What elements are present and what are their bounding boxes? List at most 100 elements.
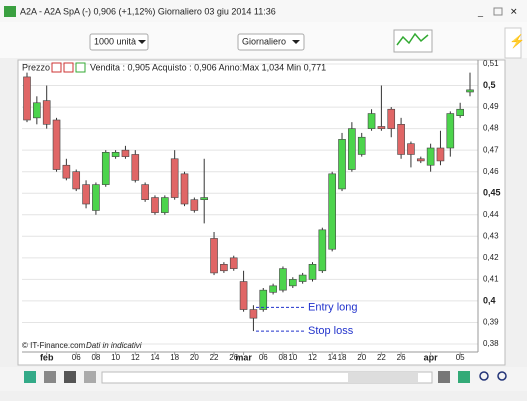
chart-header: Vendita : 0,905 Acquisto : 0,906 Anno:Ma… — [90, 62, 326, 72]
candle-body — [170, 158, 179, 198]
scroll-thumb[interactable] — [348, 373, 418, 382]
x-tick-label: 26 — [397, 353, 406, 362]
x-tick-label: 12 — [308, 353, 317, 362]
nav-icon[interactable] — [84, 371, 96, 383]
candle-body — [200, 197, 208, 200]
nav-icon[interactable] — [64, 371, 76, 383]
x-tick-label: 26 — [229, 353, 238, 362]
y-tick-label: 0,48 — [483, 124, 499, 133]
candle-body — [62, 164, 71, 179]
candle-body — [318, 229, 327, 272]
candle-body — [101, 152, 110, 185]
candle-body — [338, 139, 346, 190]
x-tick-label: 18 — [338, 353, 347, 362]
candle-body — [377, 126, 386, 129]
y-tick-label: 0,45 — [483, 188, 501, 198]
candle-body — [72, 171, 81, 190]
candle-body — [367, 113, 376, 129]
x-tick-label: 08 — [279, 353, 288, 362]
candle-body — [387, 108, 396, 129]
nav-icon[interactable] — [44, 371, 56, 383]
x-tick-label: 12 — [131, 353, 140, 362]
x-tick-label: 18 — [170, 353, 179, 362]
annotation-label: Entry long — [308, 301, 358, 313]
zoom-out[interactable] — [479, 371, 489, 381]
candle-body — [259, 289, 268, 310]
window-title: A2A - A2A SpA (-) 0,906 (+1,12%) Giornal… — [20, 6, 276, 16]
candle-body — [239, 281, 248, 310]
x-tick-label: 08 — [91, 353, 100, 362]
candle-body — [436, 147, 445, 162]
side-button[interactable] — [504, 27, 522, 59]
candle-body — [229, 257, 238, 269]
candle-body — [210, 238, 218, 274]
indicator-icon — [396, 32, 429, 46]
x-tick-label: 10 — [111, 353, 120, 362]
nav-icon[interactable] — [24, 371, 36, 383]
nav-icon[interactable] — [438, 371, 450, 383]
candle-body — [308, 264, 317, 280]
x-tick-label: 06 — [259, 353, 268, 362]
candle-body — [82, 184, 90, 205]
y-tick-label: 0,42 — [483, 253, 499, 262]
period-select[interactable] — [237, 33, 305, 51]
candle-body — [131, 154, 140, 181]
candle-body — [121, 149, 130, 157]
candle-body — [328, 173, 336, 250]
x-tick-label: 05 — [456, 353, 465, 362]
tool-icon[interactable] — [51, 62, 62, 73]
candle-body — [456, 108, 464, 116]
candle-body — [397, 124, 405, 155]
scrollbar[interactable] — [101, 371, 433, 384]
period-text: Giornaliero — [242, 36, 286, 46]
x-tick-label: 20 — [357, 353, 366, 362]
x-tick-label: 06 — [72, 353, 81, 362]
x-tick-label: 14 — [151, 353, 160, 362]
app-icon — [4, 6, 16, 17]
x-tick-label: 10 — [288, 353, 297, 362]
candle-body — [180, 173, 189, 205]
maximize[interactable] — [493, 7, 503, 16]
y-tick-label: 0,4 — [483, 295, 496, 305]
candle-body — [279, 268, 287, 291]
title-bar — [0, 0, 527, 22]
quantity-text: 1000 unità — [94, 36, 136, 46]
y-tick-label: 0,51 — [483, 59, 499, 68]
y-tick-label: 0,5 — [483, 80, 496, 90]
panel-label: Prezzo — [22, 62, 50, 72]
candle-body — [141, 184, 149, 200]
y-tick-label: 0,39 — [483, 318, 499, 327]
x-tick-label: mar — [235, 352, 252, 362]
candle-body — [288, 279, 297, 287]
plot: 0,38 0,39 0,4 0,41 0,42 0,43 0,44 0,45 0,46 0,47 0… — [22, 59, 501, 362]
y-tick-label: 0,43 — [483, 231, 499, 240]
x-tick-label: 14 — [328, 353, 337, 362]
candle-body — [426, 147, 435, 166]
x-tick-label: 22 — [210, 353, 219, 362]
candle-body — [348, 128, 356, 170]
candle-body — [161, 197, 169, 213]
candle-body — [92, 184, 100, 211]
y-tick-label: 0,41 — [483, 274, 499, 283]
y-tick-label: 0,38 — [483, 339, 499, 348]
dropdown-arrow — [292, 40, 300, 44]
candle-body — [466, 89, 474, 93]
minimize[interactable]: _ — [477, 6, 484, 16]
candle-body — [33, 102, 41, 119]
x-tick-label: feb — [40, 352, 54, 362]
x-tick-label: 22 — [377, 353, 386, 362]
tool-icon[interactable] — [75, 62, 86, 73]
annotation-label: Stop loss — [308, 325, 354, 337]
y-tick-label: 0,44 — [483, 210, 499, 219]
close[interactable]: ✕ — [510, 6, 518, 16]
indicator-button[interactable] — [393, 29, 433, 53]
candle-body — [446, 113, 455, 149]
tool-icon[interactable] — [63, 62, 74, 73]
zoom-in[interactable] — [497, 371, 507, 381]
candle-body — [269, 285, 277, 293]
quantity-select[interactable] — [89, 33, 149, 51]
x-tick-label: 20 — [190, 353, 199, 362]
zoom-fit[interactable] — [458, 371, 470, 383]
candle-body — [23, 76, 31, 121]
